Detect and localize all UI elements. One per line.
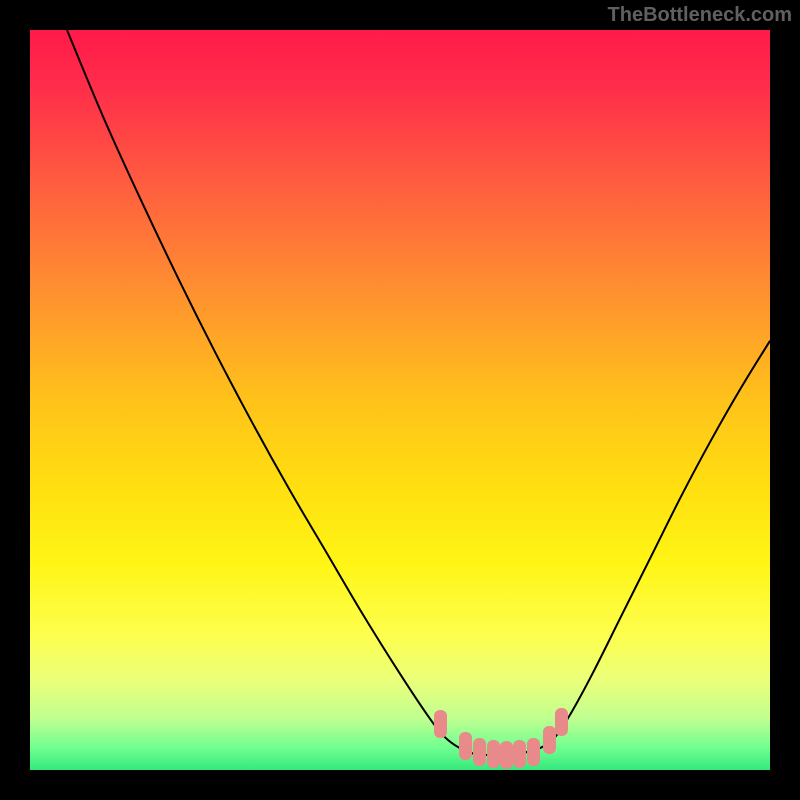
chart-marker <box>555 708 568 736</box>
chart-marker <box>500 741 513 769</box>
chart-markers <box>30 30 770 770</box>
chart-marker <box>434 710 447 738</box>
chart-plot-area <box>30 30 770 770</box>
chart-marker <box>543 726 556 754</box>
chart-marker <box>513 740 526 768</box>
chart-marker <box>459 732 472 760</box>
chart-marker <box>473 738 486 766</box>
chart-marker <box>527 738 540 766</box>
watermark: TheBottleneck.com <box>608 4 792 27</box>
chart-marker <box>487 740 500 768</box>
